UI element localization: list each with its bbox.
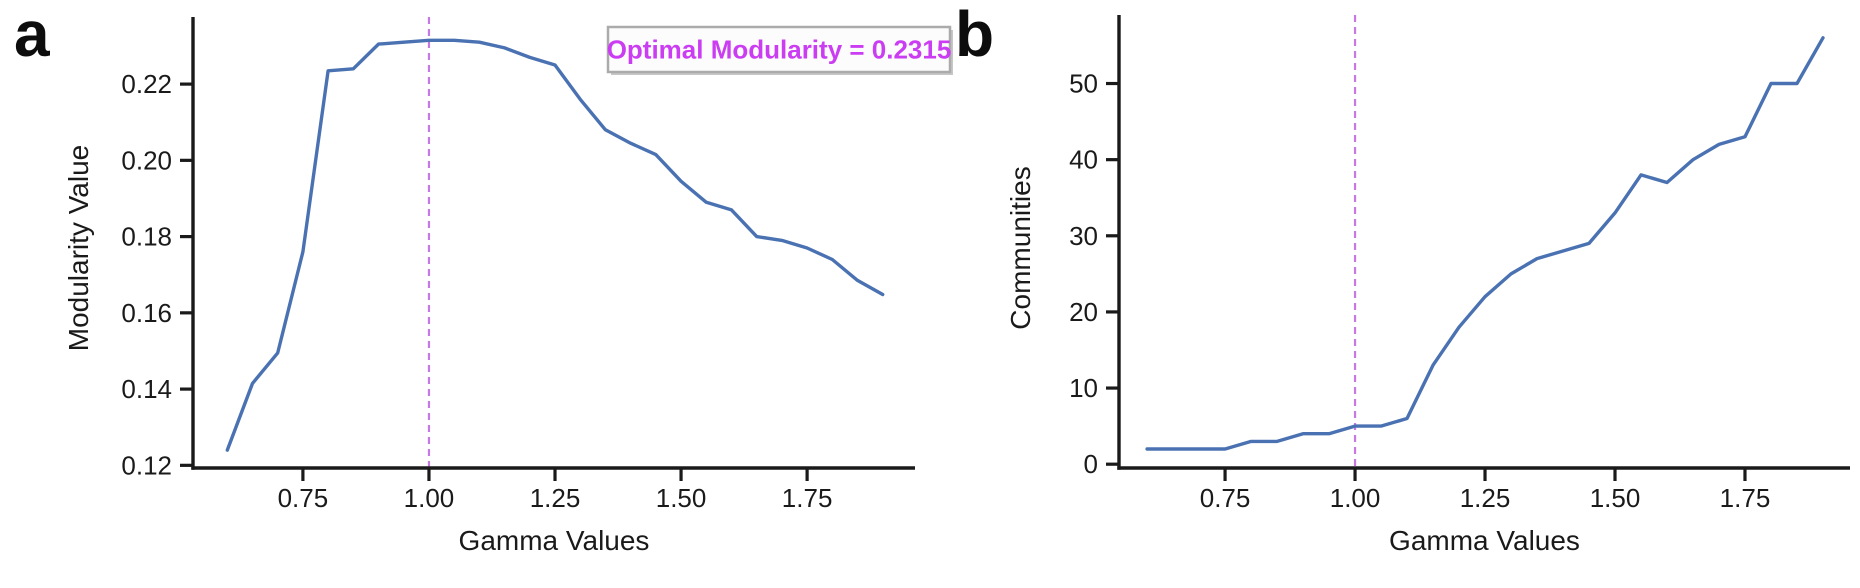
y-tick-label-a: 0.20 [121,145,172,175]
x-tick-label-a: 1.75 [782,483,833,513]
y-tick-label-a: 0.14 [121,374,172,404]
x-tick-label-a: 0.75 [278,483,329,513]
panel-b-letter: b [955,0,995,70]
y-tick-label-b: 10 [1069,373,1098,403]
y-tick-label-b: 50 [1069,69,1098,99]
x-tick-label-a: 1.50 [656,483,707,513]
x-tick-label-b: 1.25 [1460,483,1511,513]
data-line-a [225,38,885,452]
x-tick-label-b: 1.75 [1720,483,1771,513]
y-tick-label-a: 0.12 [121,450,172,480]
x-axis-label-b: Gamma Values [1389,525,1580,556]
y-tick-label-b: 20 [1069,297,1098,327]
y-tick-label-a: 0.22 [121,69,172,99]
x-axis-label-a: Gamma Values [459,525,650,556]
panel-b-chart: 0.75 1.00 1.25 1.50 1.75 0 10 20 30 40 50 Gamma Val… [1005,15,1850,556]
data-line-b [1145,36,1825,451]
y-tick-label-b: 30 [1069,221,1098,251]
y-tick-label-a: 0.16 [121,298,172,328]
y-tick-label-b: 40 [1069,145,1098,175]
x-tick-label-b: 0.75 [1200,483,1251,513]
x-tick-label-a: 1.25 [530,483,581,513]
optimal-modularity-annotation: Optimal Modularity = 0.2315 [607,35,952,65]
panel-a-chart: 0.75 1.00 1.25 1.50 1.75 0.12 0.14 0.16 0.18 0.20… [63,17,953,556]
x-tick-label-b: 1.50 [1590,483,1641,513]
panel-a-letter: a [14,0,50,70]
y-tick-label-a: 0.18 [121,222,172,252]
x-tick-label-a: 1.00 [404,483,455,513]
y-tick-label-b: 0 [1084,449,1098,479]
y-axis-label-b: Communities [1005,166,1036,329]
x-tick-label-b: 1.00 [1330,483,1381,513]
y-axis-label-a: Modularity Value [63,145,94,351]
annotation-box [606,25,952,74]
